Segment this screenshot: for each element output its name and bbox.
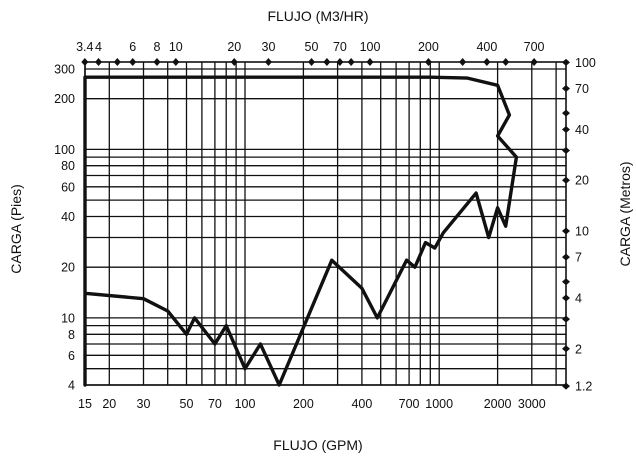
top-tick-marker-6 (129, 58, 137, 66)
bottom-tick-label-700: 700 (399, 397, 420, 411)
top-tick-label-3-4: 3.4 (76, 40, 93, 54)
left-tick-label-6: 6 (68, 349, 75, 363)
right-minor-marker (562, 315, 570, 323)
right-tick-marker-2 (562, 345, 570, 353)
left-tick-label-100: 100 (54, 143, 75, 157)
top-minor-marker (113, 58, 121, 66)
right-tick-label-7: 7 (575, 251, 582, 265)
top-tick-marker-100 (366, 58, 374, 66)
left-tick-label-200: 200 (54, 92, 75, 106)
right-tick-marker-100 (562, 58, 570, 66)
left-tick-label-80: 80 (61, 159, 75, 173)
right-tick-marker-70 (562, 85, 570, 93)
tick-labels: 3.4 4 6 8 10 20 30 50 70 100 200 400 7001.2247102040… (54, 40, 596, 411)
right-tick-marker-7 (562, 253, 570, 261)
bottom-tick-label-2000: 2000 (484, 397, 512, 411)
tick-marks (81, 58, 570, 390)
top-tick-marker-30 (264, 58, 272, 66)
top-minor-marker (323, 58, 331, 66)
right-tick-marker-1-2 (562, 382, 570, 390)
top-tick-marker-4 (95, 58, 103, 66)
top-tick-marker-200 (424, 58, 432, 66)
top-tick-label-200: 200 (418, 40, 439, 54)
bottom-tick-label-70: 70 (208, 397, 222, 411)
left-tick-label-10: 10 (61, 311, 75, 325)
right-tick-marker-20 (562, 176, 570, 184)
right-minor-marker (562, 278, 570, 286)
top-tick-label-70: 70 (333, 40, 347, 54)
top-tick-label-50: 50 (305, 40, 319, 54)
right-minor-marker (562, 109, 570, 117)
right-tick-label-70: 70 (575, 82, 589, 96)
bottom-tick-label-15: 15 (78, 397, 92, 411)
top-tick-label-10: 10 (169, 40, 183, 54)
top-tick-marker-8 (153, 58, 161, 66)
bottom-axis-title: FLUJO (GPM) (273, 437, 362, 453)
right-tick-marker-4 (562, 294, 570, 302)
right-tick-label-4: 4 (575, 292, 582, 306)
right-axis-title: CARGA (Metros) (617, 161, 633, 266)
bottom-tick-label-1000: 1000 (425, 397, 453, 411)
left-tick-label-4: 4 (68, 379, 75, 393)
top-minor-marker (459, 58, 467, 66)
operating-envelope-line (83, 75, 519, 387)
left-tick-label-20: 20 (61, 261, 75, 275)
left-tick-label-8: 8 (68, 328, 75, 342)
right-tick-label-1-2: 1.2 (575, 380, 592, 394)
top-tick-label-6: 6 (129, 40, 136, 54)
right-tick-marker-40 (562, 125, 570, 133)
top-tick-label-4: 4 (95, 40, 102, 54)
bottom-tick-label-100: 100 (235, 397, 256, 411)
top-axis-title: FLUJO (M3/HR) (267, 8, 368, 24)
left-tick-label-40: 40 (61, 210, 75, 224)
top-tick-label-400: 400 (476, 40, 497, 54)
bottom-tick-label-3000: 3000 (518, 397, 546, 411)
top-minor-marker (502, 58, 510, 66)
right-tick-label-20: 20 (575, 174, 589, 188)
top-tick-marker-400 (483, 58, 491, 66)
top-minor-marker (347, 58, 355, 66)
top-tick-marker-20 (230, 58, 238, 66)
left-tick-label-300: 300 (54, 63, 75, 77)
right-tick-marker-10 (562, 227, 570, 235)
bottom-tick-label-50: 50 (180, 397, 194, 411)
right-tick-label-10: 10 (575, 225, 589, 239)
top-tick-label-20: 20 (227, 40, 241, 54)
top-tick-marker-10 (172, 58, 180, 66)
right-tick-label-40: 40 (575, 123, 589, 137)
bottom-tick-label-30: 30 (137, 397, 151, 411)
right-tick-label-100: 100 (575, 56, 596, 70)
top-tick-marker-3-4 (81, 58, 89, 66)
top-tick-label-30: 30 (262, 40, 276, 54)
top-tick-marker-50 (308, 58, 316, 66)
bottom-tick-label-20: 20 (102, 397, 116, 411)
top-tick-marker-700 (530, 58, 538, 66)
left-tick-label-60: 60 (61, 180, 75, 194)
left-axis-title: CARGA (Pies) (8, 184, 24, 273)
top-tick-marker-70 (336, 58, 344, 66)
bottom-tick-label-200: 200 (293, 397, 314, 411)
top-tick-label-8: 8 (154, 40, 161, 54)
right-minor-marker (562, 147, 570, 155)
bottom-tick-label-400: 400 (351, 397, 372, 411)
top-tick-label-700: 700 (524, 40, 545, 54)
right-tick-label-2: 2 (575, 342, 582, 356)
top-tick-label-100: 100 (360, 40, 381, 54)
